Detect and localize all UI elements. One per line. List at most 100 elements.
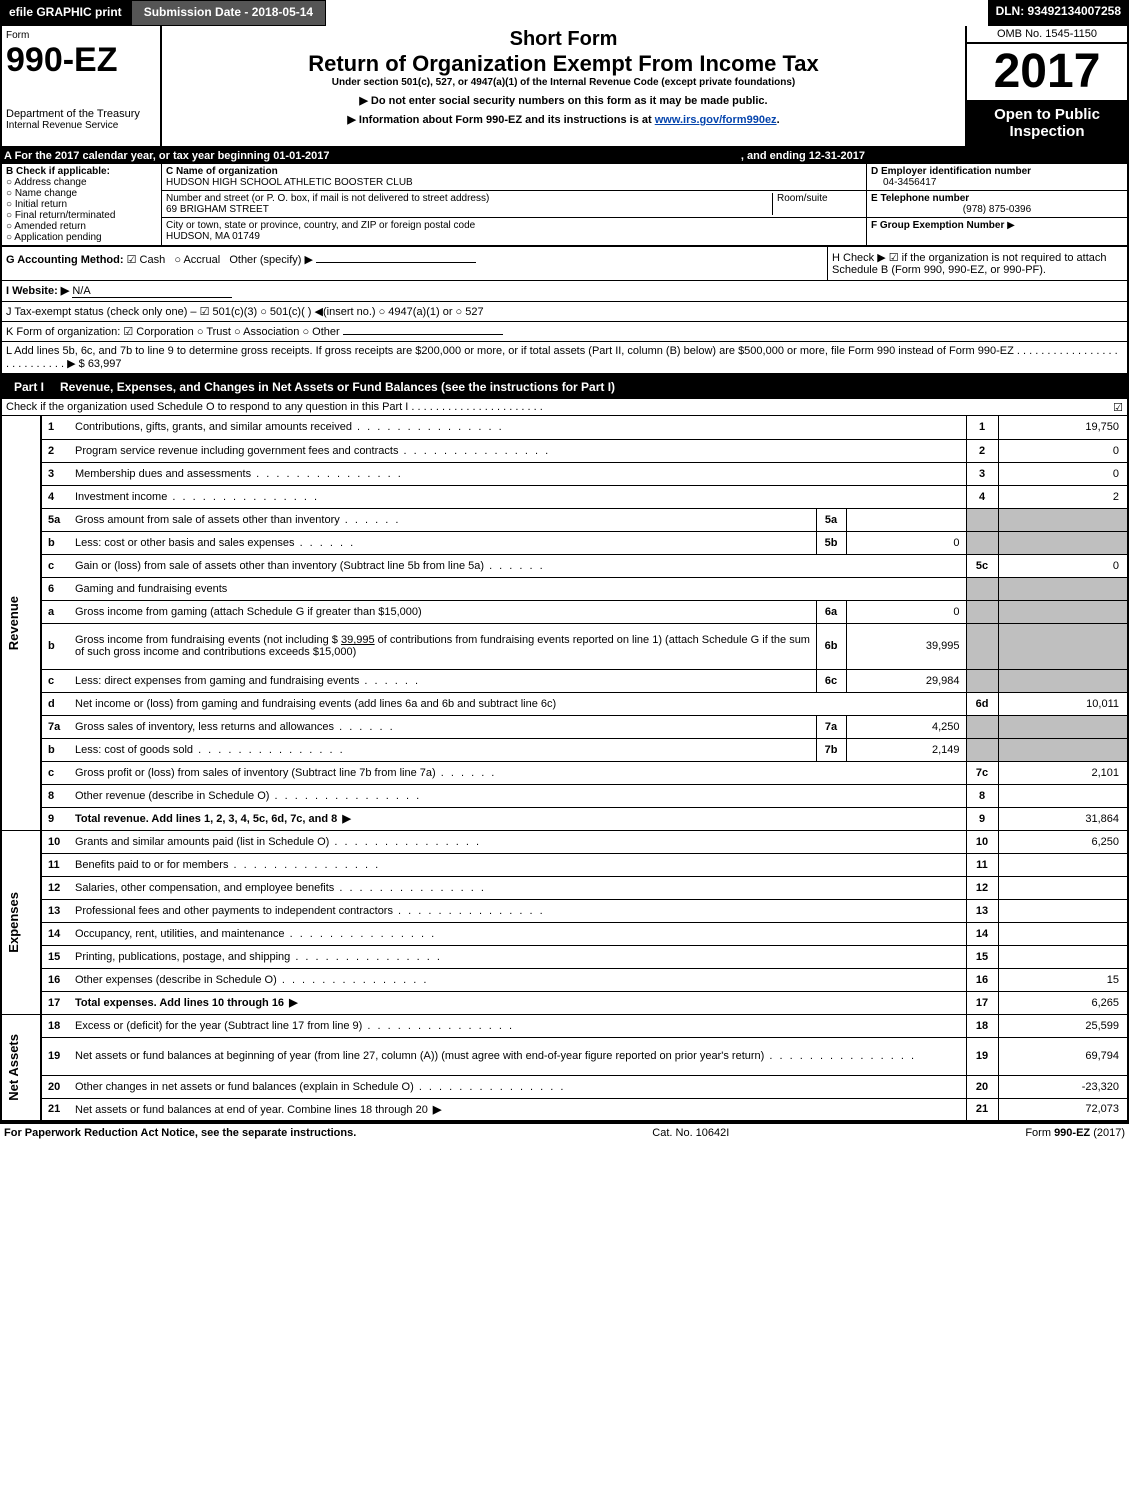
efile-print-button[interactable]: efile GRAPHIC print [0,0,131,26]
row-j: J Tax-exempt status (check only one) – ☑… [0,302,1129,322]
num-13: 13 [966,899,998,922]
b-opt-address[interactable]: Address change [6,177,157,188]
ln-14: 14 [41,922,71,945]
num-3: 3 [966,462,998,485]
subval-7a: 4,250 [846,715,966,738]
val-2: 0 [998,439,1128,462]
dept-treasury: Department of the Treasury [6,108,156,120]
subval-5a [846,508,966,531]
sub-6b: 6b [816,623,846,669]
ln-21: 21 [41,1098,71,1121]
num-6-gray [966,577,998,600]
b-opt-amended[interactable]: Amended return [6,221,157,232]
num-10: 10 [966,830,998,853]
val-6c-gray [998,669,1128,692]
ln-5a: 5a [41,508,71,531]
val-19: 69,794 [998,1037,1128,1075]
website-value: N/A [72,285,232,298]
org-name: HUDSON HIGH SCHOOL ATHLETIC BOOSTER CLUB [166,177,413,188]
g-accrual[interactable]: Accrual [174,254,220,266]
ln-1: 1 [41,416,71,439]
instr-link[interactable]: www.irs.gov/form990ez [655,114,777,126]
b-opt-initial[interactable]: Initial return [6,199,157,210]
num-6a-gray [966,600,998,623]
c-name-lbl: C Name of organization [166,166,278,177]
ln-12: 12 [41,876,71,899]
k-blank [343,334,503,335]
org-address: 69 BRIGHAM STREET [166,204,269,215]
desc-10: Grants and similar amounts paid (list in… [71,830,966,853]
desc-6b: Gross income from fundraising events (no… [71,623,816,669]
val-6a-gray [998,600,1128,623]
ln-7a: 7a [41,715,71,738]
num-8: 8 [966,784,998,807]
num-9: 9 [966,807,998,830]
g-cash[interactable]: Cash [127,254,166,266]
desc-11: Benefits paid to or for members [71,853,966,876]
desc-4: Investment income [71,485,966,508]
l-text: L Add lines 5b, 6c, and 7b to line 9 to … [6,345,1118,370]
box-c-city: City or town, state or province, country… [162,218,866,244]
num-11: 11 [966,853,998,876]
val-15 [998,945,1128,968]
desc-1: Contributions, gifts, grants, and simila… [71,416,966,439]
sub-6c: 6c [816,669,846,692]
j-text: J Tax-exempt status (check only one) – ☑… [6,306,484,318]
part1-checkbox[interactable] [1113,401,1123,414]
desc-17: Total expenses. Add lines 10 through 16 [71,991,966,1014]
footer-right: Form 990-EZ (2017) [1025,1127,1125,1139]
desc-12: Salaries, other compensation, and employ… [71,876,966,899]
title-return: Return of Organization Exempt From Incom… [164,51,963,77]
irs-label: Internal Revenue Service [6,120,156,131]
box-c-addr: Number and street (or P. O. box, if mail… [162,191,866,218]
desc-6a: Gross income from gaming (attach Schedul… [71,600,816,623]
ln-7b: b [41,738,71,761]
num-7b-gray [966,738,998,761]
part1-check-row: Check if the organization used Schedule … [0,399,1129,416]
section-expenses: Expenses [6,892,21,953]
desc-5a: Gross amount from sale of assets other t… [71,508,816,531]
row-a-text: A For the 2017 calendar year, or tax yea… [4,150,329,162]
row-gh: G Accounting Method: Cash Accrual Other … [0,247,1129,281]
num-7a-gray [966,715,998,738]
g-other-blank[interactable] [316,262,476,263]
form-word: Form [6,30,156,41]
val-5c: 0 [998,554,1128,577]
num-12: 12 [966,876,998,899]
num-7c: 7c [966,761,998,784]
open-to-public: Open to Public Inspection [967,100,1127,146]
subval-6c: 29,984 [846,669,966,692]
b-label: B Check if applicable: [6,166,157,177]
form-number: 990-EZ [6,41,156,80]
desc-19: Net assets or fund balances at beginning… [71,1037,966,1075]
val-9: 31,864 [998,807,1128,830]
c-city-lbl: City or town, state or province, country… [166,220,475,231]
sub-5a: 5a [816,508,846,531]
ln-8: 8 [41,784,71,807]
b-opt-final[interactable]: Final return/terminated [6,210,157,221]
val-12 [998,876,1128,899]
desc-9: Total revenue. Add lines 1, 2, 3, 4, 5c,… [71,807,966,830]
desc-5c: Gain or (loss) from sale of assets other… [71,554,966,577]
submission-date-button[interactable]: Submission Date - 2018-05-14 [131,0,326,26]
desc-7c: Gross profit or (loss) from sales of inv… [71,761,966,784]
ln-2: 2 [41,439,71,462]
g-lbl: G Accounting Method: [6,254,124,266]
ln-15: 15 [41,945,71,968]
row-g: G Accounting Method: Cash Accrual Other … [2,247,827,280]
instr-2: ▶ Information about Form 990-EZ and its … [164,113,963,126]
i-lbl: I Website: ▶ [6,285,69,297]
num-21: 21 [966,1098,998,1121]
omb-number: OMB No. 1545-1150 [967,26,1127,44]
b-opt-pending[interactable]: Application pending [6,232,157,243]
desc-6: Gaming and fundraising events [71,577,966,600]
ln-3: 3 [41,462,71,485]
subval-6b: 39,995 [846,623,966,669]
desc-14: Occupancy, rent, utilities, and maintena… [71,922,966,945]
b-opt-name[interactable]: Name change [6,188,157,199]
val-6-gray [998,577,1128,600]
num-20: 20 [966,1075,998,1098]
part1-table: Revenue 1 Contributions, gifts, grants, … [0,416,1129,1122]
num-19: 19 [966,1037,998,1075]
g-other[interactable]: Other (specify) ▶ [229,254,313,266]
